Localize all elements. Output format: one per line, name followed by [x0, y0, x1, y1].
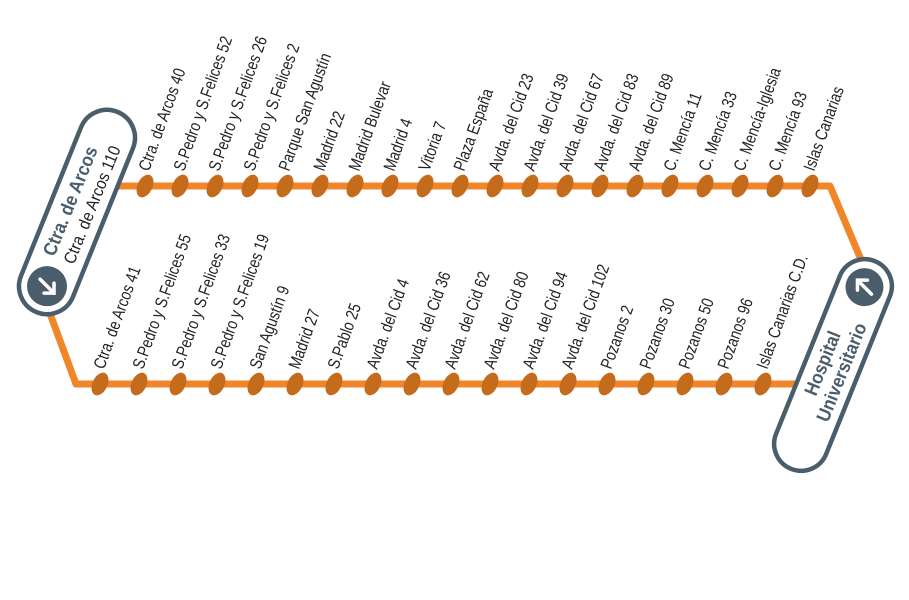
stop-marker — [521, 174, 539, 198]
stop-marker — [416, 174, 434, 198]
stop-marker — [696, 174, 714, 198]
stop-marker — [403, 372, 421, 396]
stop-marker — [559, 372, 577, 396]
outbound-stops: Ctra. de Arcos 40S.Pedro y S.Felices 52S… — [136, 34, 848, 198]
stop-marker — [754, 372, 772, 396]
stop-marker — [346, 174, 364, 198]
stop-marker — [311, 174, 329, 198]
stop-label: Pozanos 30 — [637, 296, 680, 372]
stop-marker — [241, 174, 259, 198]
stop-marker — [520, 372, 538, 396]
stop-marker — [637, 372, 655, 396]
return-stops: Ctra. de Arcos 41S.Pedro y S.Felices 55S… — [91, 232, 813, 398]
stop-marker — [591, 174, 609, 198]
stop-marker — [247, 372, 265, 396]
stop-marker — [481, 372, 499, 396]
stop-marker — [598, 372, 616, 396]
stop-marker — [276, 174, 294, 198]
stop-marker — [171, 174, 189, 198]
stop-marker — [325, 372, 343, 396]
stop-marker — [206, 174, 224, 198]
stop-marker — [136, 174, 154, 198]
stop-marker — [731, 174, 749, 198]
stop-marker — [130, 372, 148, 396]
stop-label: Pozanos 2 — [598, 303, 638, 371]
stop-marker — [364, 372, 382, 396]
stop-label: San Agustín 9 — [247, 284, 294, 372]
stop-label: Pozanos 96 — [715, 296, 758, 371]
arrow-down-right-icon — [27, 266, 68, 307]
stop-marker — [715, 372, 733, 396]
stop-marker — [286, 372, 304, 396]
stop-marker — [486, 174, 504, 198]
stop-label: Madrid 4 — [381, 116, 417, 174]
stop-marker — [676, 372, 694, 396]
stop-marker — [451, 174, 469, 198]
stop-label: Islas Canarias C.D. — [754, 252, 813, 371]
stop-marker — [556, 174, 574, 198]
stop-marker — [801, 174, 819, 198]
stop-marker — [91, 372, 109, 396]
stop-label: S.Pablo 25 — [325, 301, 366, 371]
stop-marker — [442, 372, 460, 396]
stop-marker — [661, 174, 679, 198]
stop-marker — [766, 174, 784, 198]
stop-label: Madrid 22 — [311, 109, 350, 174]
stop-marker — [169, 372, 187, 396]
stop[interactable]: S.Pedro y S.Felices 55 — [127, 232, 196, 398]
arrow-up-left-icon — [845, 268, 884, 307]
stop-marker — [208, 372, 226, 396]
stop[interactable]: Avda. del Cid 4 — [361, 276, 413, 398]
stop-label: Madrid 27 — [286, 307, 325, 372]
stop-marker — [626, 174, 644, 198]
stop-label: Vitoria 7 — [416, 119, 451, 173]
stop-marker — [381, 174, 399, 198]
stop-label: Pozanos 50 — [676, 296, 719, 372]
